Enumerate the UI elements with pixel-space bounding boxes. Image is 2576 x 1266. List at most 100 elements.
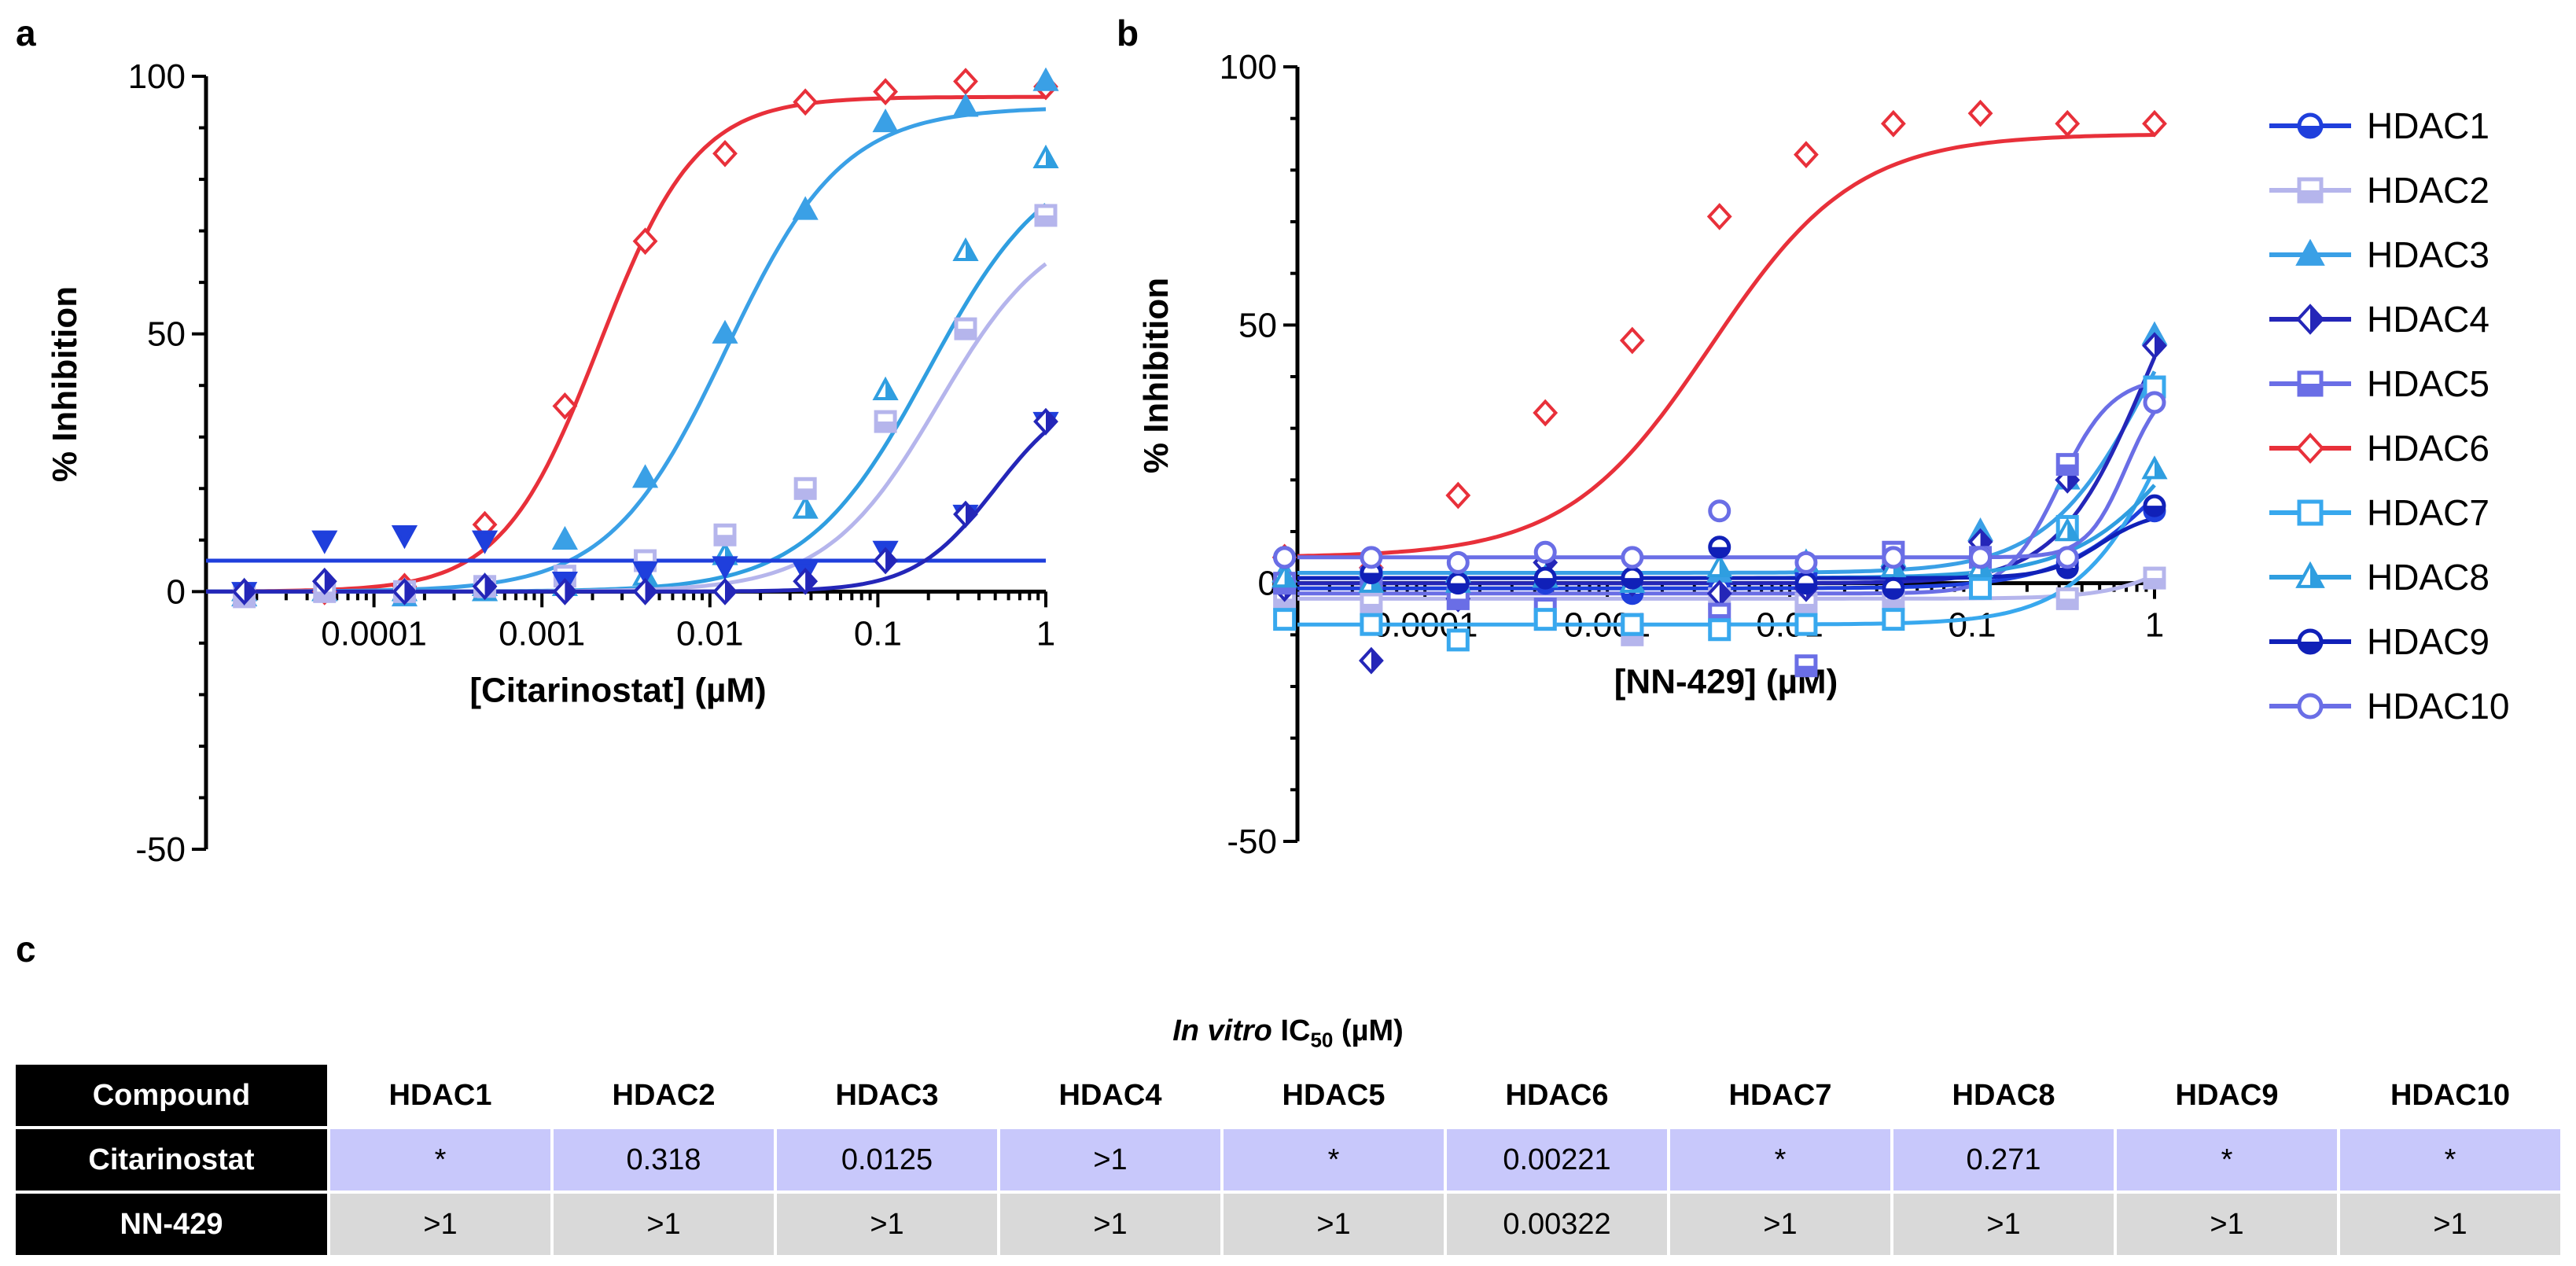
data-point-hdac6 (1967, 99, 1993, 127)
legend-marker-hdac3 (2295, 238, 2325, 266)
legend-marker-hdac9 (2297, 628, 2324, 655)
header-cell: HDAC9 (2114, 1062, 2340, 1129)
value-cell: 0.0125 (774, 1126, 1000, 1194)
data-point-hdac3 (872, 109, 899, 133)
legend-label: HDAC9 (2367, 621, 2490, 662)
value-cell: 0.00322 (1444, 1191, 1670, 1258)
data-point-hdac6 (873, 78, 898, 106)
legend-item-hdac4: HDAC4 (2269, 299, 2490, 340)
header-cell: HDAC8 (1890, 1062, 2117, 1129)
legend-marker-hdac2 (2297, 177, 2324, 204)
data-point-hdac4 (552, 577, 578, 605)
value-cell: 0.00221 (1444, 1126, 1670, 1194)
chart-citarinostat: -50 0 50 100 0.0001 0.001 0.01 0.1 1 [Citarinosta… (46, 57, 1059, 869)
data-point-hdac5 (2055, 453, 2079, 477)
value-cell: >1 (997, 1126, 1224, 1194)
header-cell: HDAC3 (774, 1062, 1000, 1129)
data-point-hdac2 (1034, 204, 1058, 227)
value-cell: >1 (1667, 1191, 1893, 1258)
value-cell: >1 (1890, 1191, 2117, 1258)
panel-label-b: b (1117, 13, 1139, 53)
data-point-hdac1 (311, 530, 338, 554)
compound-name-cell: Citarinostat (13, 1126, 330, 1194)
x-tick-label: 1 (1036, 614, 1055, 653)
data-point-hdac6 (953, 68, 978, 95)
data-point-hdac10 (1360, 546, 1383, 569)
value-cell: >1 (327, 1191, 554, 1258)
caption-sub: 50 (1310, 1028, 1334, 1052)
header-cell: Compound (13, 1062, 330, 1129)
x-tick-label: 1 (2145, 606, 2164, 645)
data-point-hdac4 (1033, 407, 1058, 436)
data-point-hdac9 (1708, 535, 1731, 559)
data-point-hdac9 (1446, 572, 1470, 595)
y-tick-label: -50 (135, 830, 186, 869)
value-cell: >1 (1220, 1191, 1447, 1258)
data-point-hdac8 (792, 495, 819, 519)
value-cell: >1 (2337, 1191, 2563, 1258)
data-point-hdac4 (873, 547, 898, 575)
legend-marker-hdac4 (2295, 304, 2325, 335)
fit-curve-hdac5 (1297, 380, 2155, 596)
value-cell: * (1667, 1126, 1893, 1194)
table-row: NN-429 >1 >1 >1 >1 >1 0.00322 >1 >1 >1 >… (13, 1191, 2563, 1258)
data-point-hdac6 (1445, 481, 1471, 510)
data-point-hdac4 (712, 577, 738, 605)
data-point-hdac7 (1794, 613, 1818, 636)
data-point-hdac9 (1360, 561, 1383, 585)
x-tick-label: 0.01 (676, 614, 744, 653)
data-point-hdac6 (552, 392, 578, 420)
header-cell: HDAC4 (997, 1062, 1224, 1129)
y-tick-label: 0 (167, 572, 186, 611)
data-point-hdac8 (872, 376, 899, 400)
data-point-hdac1 (631, 561, 659, 586)
data-point-hdac8 (952, 237, 979, 262)
value-cell: 0.318 (550, 1126, 777, 1194)
y-tick-label: 100 (128, 57, 186, 96)
data-point-hdac10 (1533, 540, 1557, 564)
value-cell: >1 (997, 1191, 1224, 1258)
data-point-hdac8 (2054, 517, 2081, 542)
table-row: Citarinostat * 0.318 0.0125 >1 * 0.00221… (13, 1126, 2563, 1194)
data-point-hdac7 (1969, 576, 1993, 600)
data-point-hdac6 (2142, 109, 2167, 138)
compound-name-cell: NN-429 (13, 1191, 330, 1258)
y-tick-label: 100 (1220, 48, 1277, 86)
fit-curve-hdac3 (205, 107, 1047, 594)
data-point-hdac8 (1032, 144, 1059, 169)
value-cell: >1 (550, 1191, 777, 1258)
figure-canvas: a b -50 0 50 100 0.0001 0.001 0.01 0.1 1 [Citarin… (16, 13, 2510, 869)
data-point-hdac10 (1446, 550, 1470, 574)
data-point-hdac10 (1969, 546, 1993, 569)
data-point-hdac10 (1794, 550, 1818, 574)
legend-label: HDAC8 (2367, 557, 2490, 598)
data-point-hdac6 (1619, 326, 1645, 355)
data-point-hdac2 (713, 523, 737, 547)
data-point-hdac8 (1706, 554, 1733, 578)
data-point-hdac9 (1621, 566, 1644, 590)
fit-curve-hdac2 (206, 262, 1047, 594)
x-tick-label: 0.001 (499, 614, 585, 653)
legend-marker-hdac6 (2295, 432, 2325, 464)
legend-marker-hdac7 (2297, 499, 2324, 526)
legend-item-hdac9: HDAC9 (2269, 621, 2490, 662)
data-point-hdac4 (2142, 332, 2167, 359)
data-point-hdac6 (712, 139, 738, 167)
value-cell: >1 (2114, 1191, 2340, 1258)
data-point-hdac6 (1880, 109, 1906, 138)
data-point-hdac10 (2055, 546, 2079, 569)
data-point-hdac10 (1273, 546, 1297, 569)
panel-label-c: c (16, 929, 36, 970)
y-tick-label: 50 (1238, 306, 1277, 344)
data-point-hdac4 (793, 567, 819, 595)
data-point-hdac8 (1271, 564, 1298, 588)
legend-marker-hdac5 (2297, 370, 2324, 397)
fit-curve-hdac4 (206, 429, 1047, 594)
y-axis-title: % Inhibition (1137, 278, 1176, 473)
data-point-hdac2 (954, 317, 977, 340)
data-point-hdac9 (1794, 572, 1818, 595)
data-point-hdac7 (1360, 613, 1383, 636)
data-point-hdac3 (551, 525, 578, 550)
header-cell: HDAC1 (327, 1062, 554, 1129)
data-point-hdac2 (1360, 592, 1383, 616)
